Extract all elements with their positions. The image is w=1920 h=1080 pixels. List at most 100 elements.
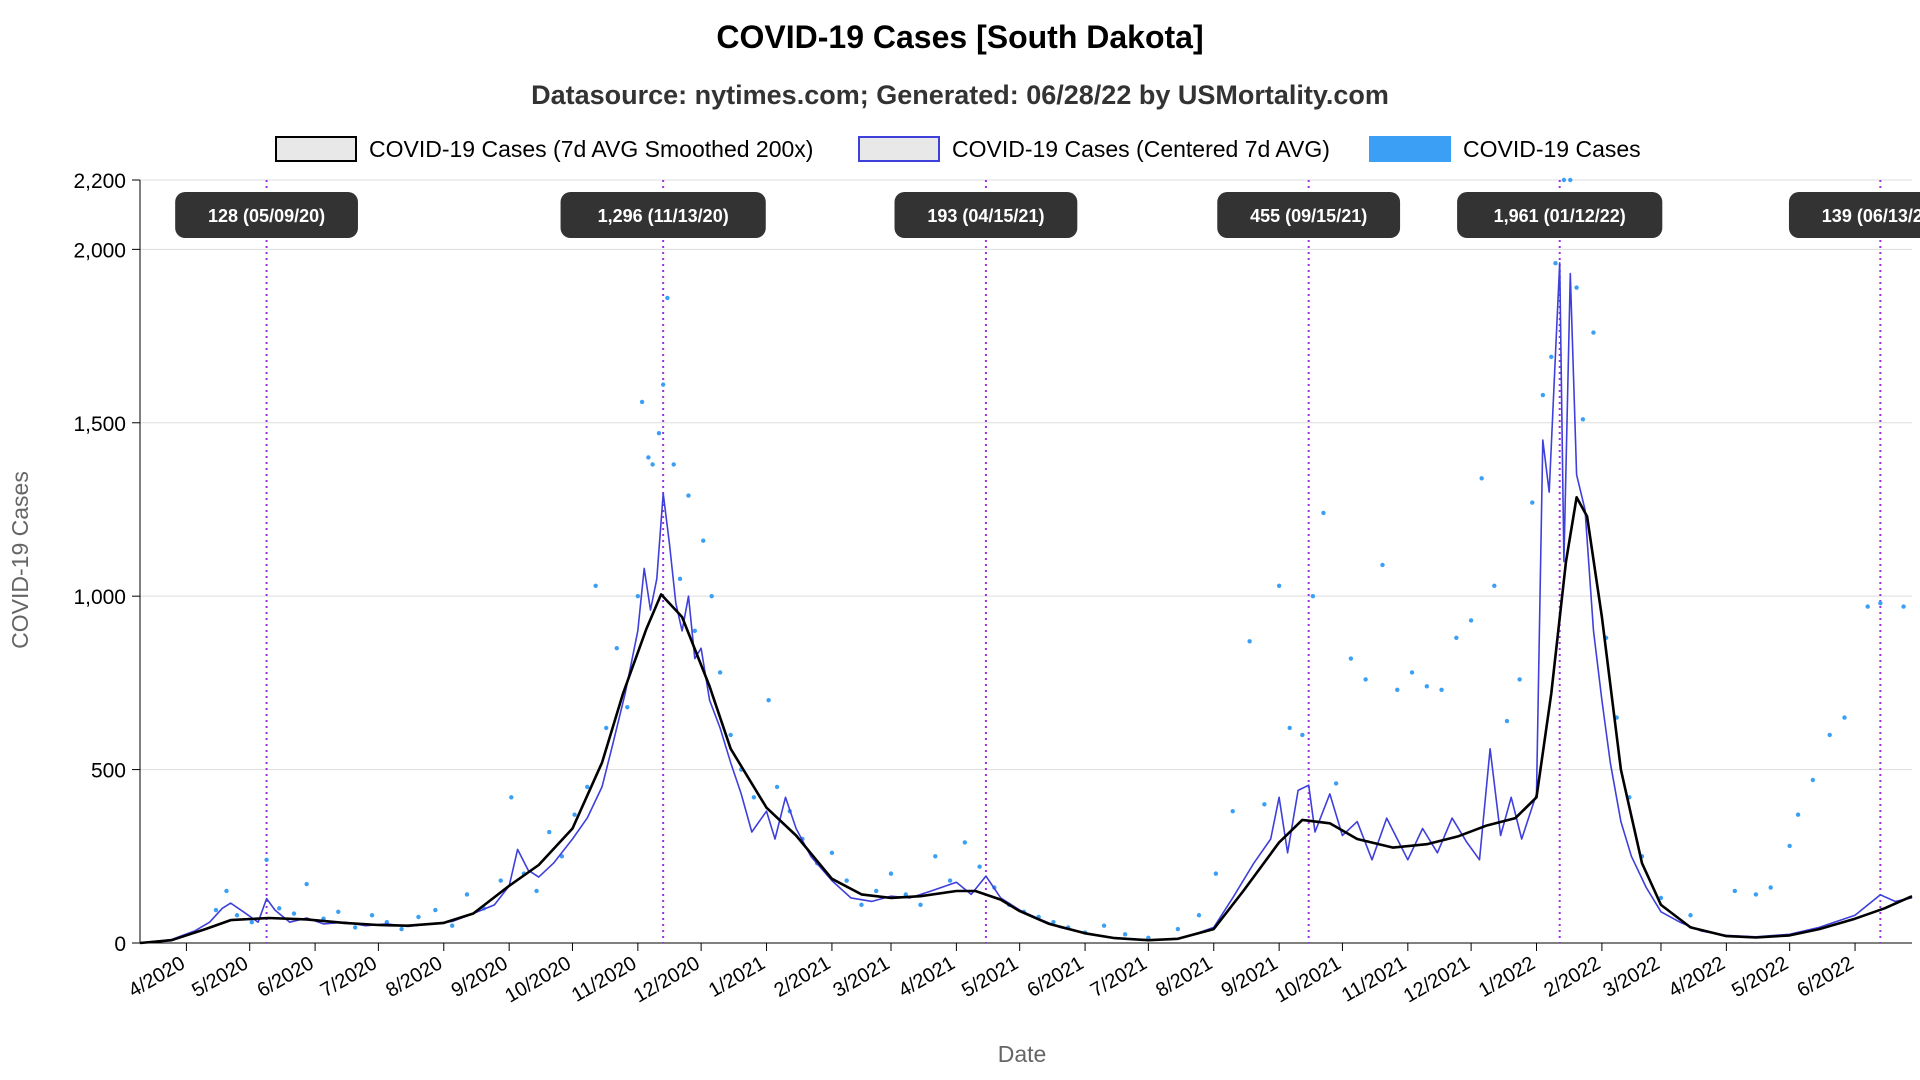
daily-cases-point [336, 909, 341, 914]
x-tick-label: 10/2021 [1271, 952, 1345, 1007]
daily-cases-point [962, 840, 968, 845]
legend-item: COVID-19 Cases [1369, 136, 1641, 162]
daily-cases-point [1363, 677, 1368, 682]
daily-cases-point [1568, 177, 1573, 183]
daily-cases-point [1753, 892, 1759, 897]
legend: COVID-19 Cases (7d AVG Smoothed 200x) COV… [275, 136, 1641, 162]
daily-cases-point [450, 923, 455, 928]
daily-cases-point [692, 628, 698, 634]
daily-cases-point [234, 913, 240, 918]
daily-cases-point [717, 670, 723, 675]
annotation-label: 1,296 (11/13/20) [560, 192, 766, 238]
x-tick-label: 6/2022 [1794, 952, 1858, 1002]
annotation-text: 139 (06/13/22) [1822, 206, 1920, 226]
daily-cases-point [249, 919, 255, 925]
daily-cases-point [888, 871, 894, 876]
daily-cases-point [277, 906, 282, 911]
x-axis: 4/2020 5/2020 6/2020 7/2020 8/2020 9/202010/2… [125, 942, 1912, 1007]
daily-cases-point [433, 907, 438, 913]
x-tick-label: 9/2021 [1218, 952, 1282, 1002]
daily-cases-point [918, 902, 923, 908]
daily-cases-point [614, 646, 619, 651]
x-tick-label: 2/2021 [770, 952, 834, 1002]
daily-cases-point [1101, 923, 1107, 928]
daily-cases-point [1439, 687, 1444, 693]
daily-cases-point [660, 382, 666, 387]
daily-cases-point [1549, 354, 1554, 360]
daily-cases-point [399, 926, 404, 932]
x-tick-label: 10/2020 [501, 952, 575, 1007]
daily-cases-point [264, 857, 269, 862]
y-tick-label: 1,000 [73, 586, 126, 609]
annotation-box [175, 192, 358, 238]
annotation-text: 1,961 (01/12/22) [1494, 206, 1626, 226]
daily-cases-point [774, 784, 780, 790]
x-tick-label: 5/2020 [188, 952, 252, 1002]
daily-cases-point [1732, 888, 1738, 894]
daily-cases-point [903, 892, 908, 897]
daily-cases-point [304, 881, 309, 887]
daily-cases-point [671, 462, 676, 467]
daily-cases-point [291, 911, 297, 916]
daily-cases-point [1122, 932, 1128, 937]
daily-cases-point [1688, 913, 1693, 918]
x-tick-label: 3/2021 [830, 952, 894, 1002]
annotation-box [1788, 192, 1920, 238]
daily-cases-point [1380, 562, 1385, 568]
y-tick-label: 2,000 [73, 239, 126, 262]
daily-cases-point [677, 576, 683, 582]
daily-cases-point [1276, 583, 1282, 588]
daily-cases-point [1454, 635, 1459, 640]
daily-cases-point [1409, 670, 1415, 675]
daily-cases-point [1310, 593, 1316, 599]
daily-cases-point [1333, 781, 1339, 786]
daily-cases-point [686, 493, 691, 498]
x-tick-label: 11/2020 [568, 952, 640, 1006]
x-tick-label: 12/2021 [1400, 952, 1474, 1007]
daily-cases-point [1574, 285, 1579, 290]
daily-cases-point [534, 888, 539, 894]
x-tick-label: 9/2020 [448, 952, 512, 1002]
daily-cases-point [635, 593, 641, 599]
daily-cases-point [1795, 812, 1801, 817]
annotation-label: 128 (05/09/20) [175, 192, 358, 238]
daily-cases-point [844, 878, 849, 883]
daily-cases-point [1540, 392, 1546, 398]
daily-cases-point [1878, 600, 1883, 606]
x-tick-label: 7/2021 [1087, 952, 1151, 1002]
daily-cases-point [1196, 913, 1202, 918]
y-tick-label: 500 [91, 760, 126, 783]
annotation-label: 1,961 (01/12/22) [1457, 192, 1663, 238]
daily-cases-point [1561, 177, 1567, 183]
x-tick-label: 7/2020 [317, 952, 381, 1002]
chart-title: COVID-19 Cases [South Dakota] [716, 19, 1203, 55]
y-axis-label: COVID-19 Cases [7, 471, 33, 649]
daily-cases-point [1553, 261, 1558, 266]
x-tick-label: 5/2022 [1728, 952, 1792, 1002]
daily-cases-point [1787, 843, 1792, 849]
daily-cases-point [352, 925, 358, 930]
x-tick-label: 12/2020 [630, 952, 704, 1007]
daily-cases-point [639, 399, 645, 405]
annotation-label: 193 (04/15/21) [894, 192, 1078, 238]
daily-cases-point [1395, 687, 1400, 693]
legend-swatch [858, 136, 940, 162]
daily-cases-point [701, 538, 706, 543]
x-tick-label: 4/2021 [895, 952, 959, 1002]
daily-cases-point [829, 850, 835, 856]
centered-avg-line [139, 262, 1913, 944]
x-tick-label: 8/2020 [382, 952, 446, 1002]
x-tick-label: 1/2022 [1475, 952, 1539, 1002]
daily-cases-point [224, 888, 229, 894]
daily-cases-point [1424, 684, 1430, 689]
legend-swatch [1369, 136, 1451, 162]
daily-cases-point [728, 732, 733, 738]
daily-cases-point [1530, 500, 1535, 505]
daily-cases-point [1247, 639, 1252, 644]
legend-swatch [275, 136, 357, 162]
daily-cases-point [665, 295, 670, 301]
daily-cases-point [977, 864, 982, 869]
daily-cases-point [547, 829, 552, 835]
annotation-text: 1,296 (11/13/20) [598, 206, 729, 226]
x-tick-label: 2/2022 [1540, 952, 1604, 1002]
